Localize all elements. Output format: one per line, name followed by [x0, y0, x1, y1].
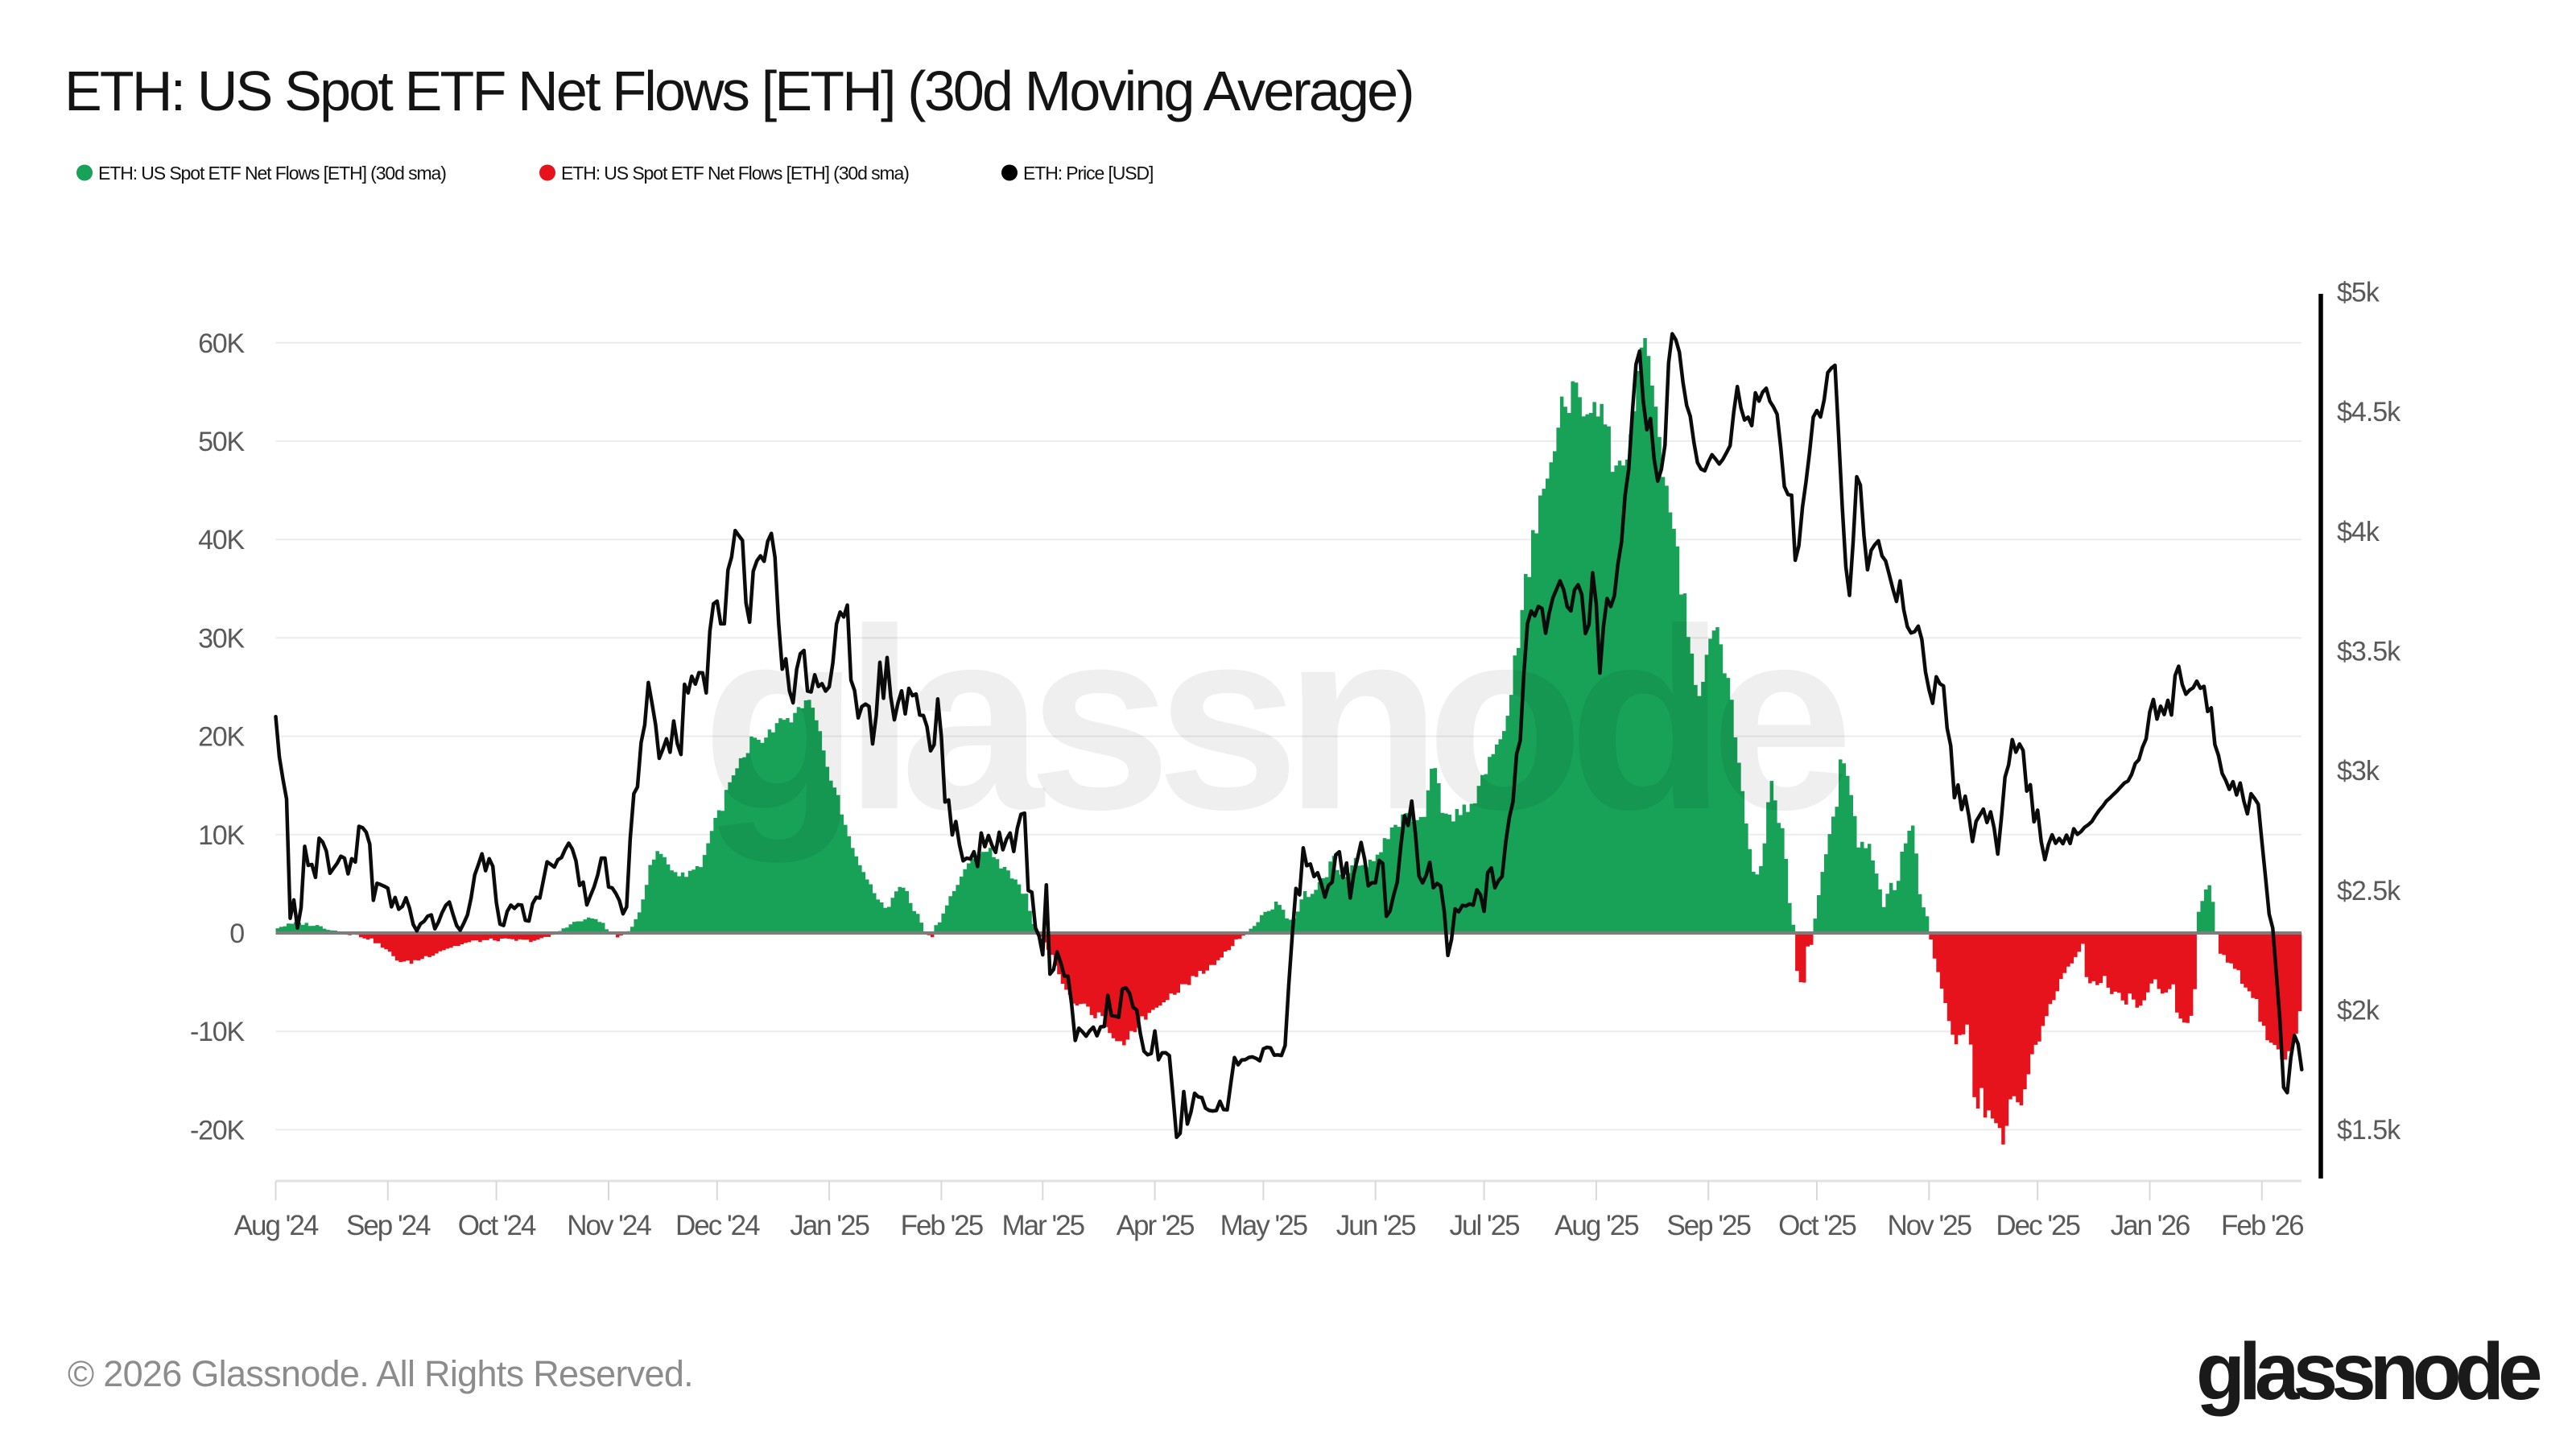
svg-text:Feb '25: Feb '25	[901, 1210, 983, 1241]
svg-text:40K: 40K	[198, 525, 245, 555]
svg-text:Feb '26: Feb '26	[2221, 1210, 2303, 1241]
svg-text:$3k: $3k	[2337, 756, 2380, 786]
svg-text:50K: 50K	[198, 427, 245, 457]
svg-text:-10K: -10K	[190, 1017, 246, 1047]
svg-text:glassnode: glassnode	[702, 575, 1847, 865]
svg-text:Aug '25: Aug '25	[1554, 1210, 1638, 1241]
svg-text:$3.5k: $3.5k	[2337, 637, 2401, 667]
svg-text:Nov '25: Nov '25	[1888, 1210, 1971, 1241]
svg-text:Jul '25: Jul '25	[1450, 1210, 1520, 1241]
svg-text:Jun '25: Jun '25	[1336, 1210, 1415, 1241]
svg-text:© 2026 Glassnode. All Rights R: © 2026 Glassnode. All Rights Reserved.	[68, 1353, 693, 1394]
svg-text:$2.5k: $2.5k	[2337, 876, 2401, 906]
svg-text:Sep '25: Sep '25	[1666, 1210, 1750, 1241]
svg-text:Aug '24: Aug '24	[234, 1210, 319, 1241]
svg-text:$4k: $4k	[2337, 517, 2380, 547]
svg-text:Dec '24: Dec '24	[675, 1210, 760, 1241]
svg-text:30K: 30K	[198, 623, 245, 654]
svg-text:Jan '26: Jan '26	[2111, 1210, 2190, 1241]
svg-text:ETH: US Spot ETF Net Flows [ET: ETH: US Spot ETF Net Flows [ETH] (30d sm…	[98, 163, 446, 184]
svg-text:$2k: $2k	[2337, 995, 2380, 1026]
svg-text:Apr '25: Apr '25	[1117, 1210, 1194, 1241]
svg-text:ETH: US Spot ETF Net Flows [ET: ETH: US Spot ETF Net Flows [ETH] (30d Mo…	[64, 60, 1413, 122]
svg-text:10K: 10K	[198, 820, 245, 851]
svg-text:glassnode: glassnode	[2196, 1327, 2541, 1417]
svg-text:60K: 60K	[198, 328, 245, 359]
svg-text:20K: 20K	[198, 722, 245, 753]
svg-text:ETH: US Spot ETF Net Flows [ET: ETH: US Spot ETF Net Flows [ETH] (30d sm…	[561, 163, 909, 184]
svg-text:Oct '24: Oct '24	[458, 1210, 536, 1241]
svg-text:Nov '24: Nov '24	[567, 1210, 651, 1241]
svg-text:Oct '25: Oct '25	[1778, 1210, 1856, 1241]
svg-text:$5k: $5k	[2337, 278, 2380, 308]
svg-text:Mar '25: Mar '25	[1001, 1210, 1084, 1241]
svg-text:-20K: -20K	[190, 1115, 246, 1146]
svg-text:Sep '24: Sep '24	[346, 1210, 431, 1241]
svg-text:$4.5k: $4.5k	[2337, 397, 2401, 427]
svg-text:0: 0	[229, 919, 244, 949]
svg-text:Dec '25: Dec '25	[1996, 1210, 2079, 1241]
svg-text:Jan '25: Jan '25	[790, 1210, 869, 1241]
svg-text:May '25: May '25	[1220, 1210, 1307, 1241]
svg-text:$1.5k: $1.5k	[2337, 1115, 2401, 1146]
svg-text:ETH: Price [USD]: ETH: Price [USD]	[1023, 163, 1153, 184]
